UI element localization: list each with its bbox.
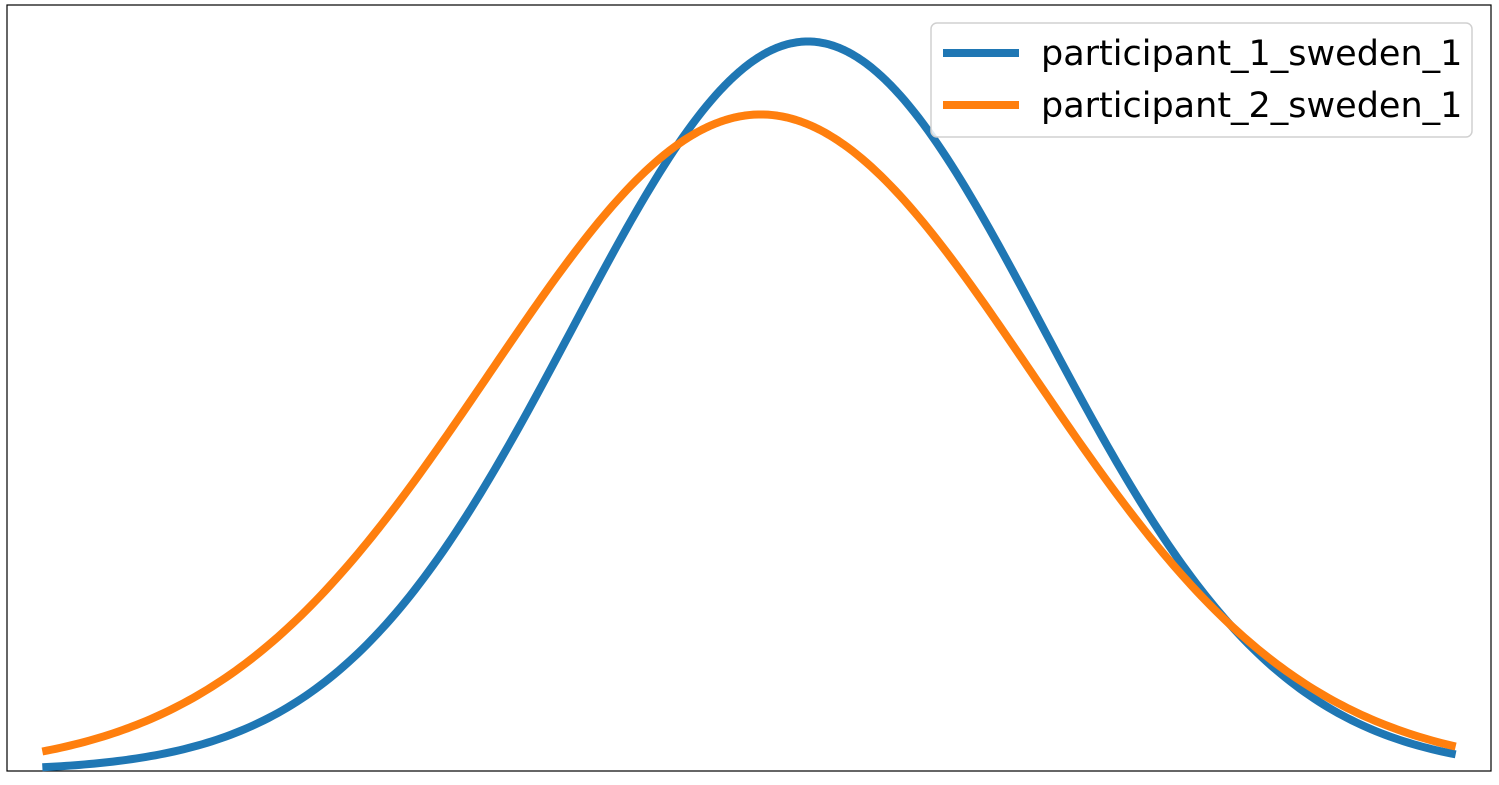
series-layer xyxy=(41,37,1457,772)
legend-label-1: participant_1_sweden_1 xyxy=(1041,34,1462,74)
legend: participant_1_sweden_1 participant_2_swed… xyxy=(930,22,1473,138)
series-line-2 xyxy=(41,110,1457,756)
legend-label-2: participant_2_sweden_1 xyxy=(1041,86,1462,126)
legend-frame xyxy=(930,22,1473,138)
